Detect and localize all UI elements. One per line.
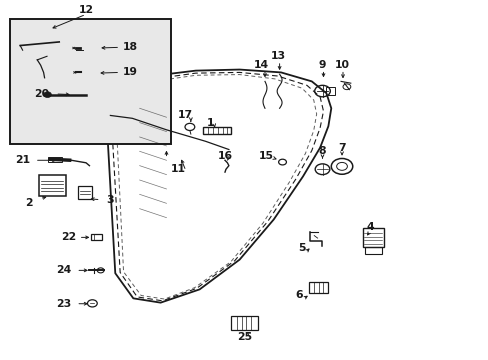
Text: 18: 18 (122, 42, 137, 52)
Text: 21: 21 (15, 155, 30, 165)
Bar (203, 127, 231, 134)
Text: 22: 22 (61, 232, 77, 242)
Bar (10, 19, 171, 144)
Bar (39, 175, 65, 196)
Text: 13: 13 (270, 51, 285, 61)
Bar (365, 247, 382, 253)
Bar (362, 228, 384, 247)
Text: 16: 16 (217, 150, 232, 161)
Bar (48, 157, 62, 162)
Circle shape (43, 92, 51, 98)
Text: 9: 9 (318, 60, 325, 70)
Text: 1: 1 (206, 118, 214, 128)
Text: 5: 5 (298, 243, 305, 253)
Text: 4: 4 (366, 222, 373, 231)
Text: 24: 24 (56, 265, 72, 275)
Text: 6: 6 (295, 291, 302, 301)
Bar (326, 87, 334, 95)
Text: 14: 14 (253, 60, 268, 70)
Bar (308, 282, 328, 293)
Text: 20: 20 (35, 89, 50, 99)
Bar (91, 234, 102, 240)
Text: 7: 7 (338, 143, 345, 153)
Text: 2: 2 (25, 198, 33, 208)
Text: 15: 15 (259, 150, 273, 161)
Bar (230, 316, 257, 330)
Text: 25: 25 (237, 332, 251, 342)
Text: 3: 3 (106, 195, 114, 205)
Text: 12: 12 (78, 5, 93, 15)
Bar (78, 186, 92, 199)
Text: 23: 23 (56, 299, 72, 309)
Text: 11: 11 (171, 164, 186, 174)
Text: 10: 10 (334, 60, 349, 70)
Text: 19: 19 (122, 67, 137, 77)
Text: 17: 17 (177, 111, 192, 121)
Text: 8: 8 (318, 146, 325, 156)
